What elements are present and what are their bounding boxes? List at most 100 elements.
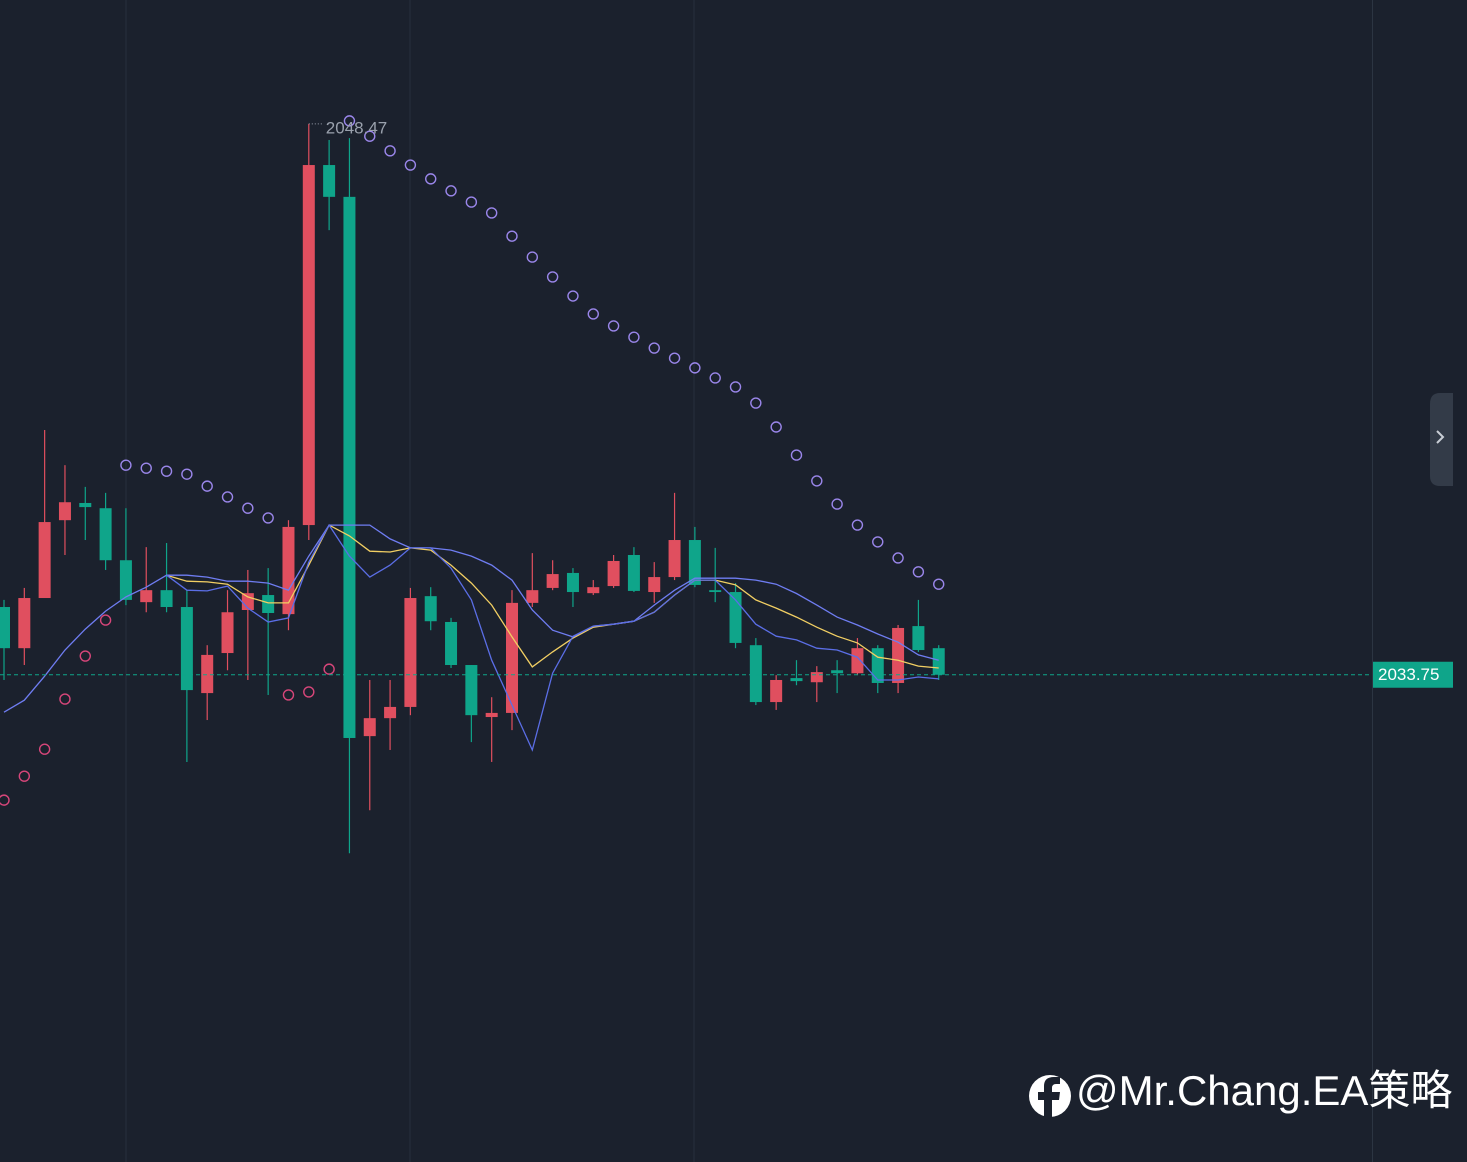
candle-body [871, 648, 884, 683]
sar-dot [99, 614, 112, 626]
candle-body [729, 592, 742, 643]
sar-dot [770, 421, 782, 433]
last-price-label: 2033.75 [1378, 665, 1439, 684]
sar-dot [750, 397, 762, 409]
sar-dot [892, 552, 904, 564]
candle-body [688, 540, 701, 585]
sar-dot [0, 794, 10, 806]
sar-dot [811, 475, 823, 487]
candle-body [262, 595, 275, 613]
overlay-layer: 2048.47 2033.75 [0, 115, 1453, 806]
candle-body [363, 718, 376, 737]
candle-body [485, 712, 498, 718]
chevron-icon[interactable] [1436, 430, 1445, 444]
candle-body [79, 502, 92, 508]
sar-dot [790, 449, 803, 461]
candle-body [221, 612, 234, 654]
candle-body [668, 540, 681, 578]
ma-line [166, 523, 939, 752]
sar-dot [160, 465, 173, 477]
sar-dot [140, 462, 152, 474]
ma-line [166, 524, 939, 669]
sar-dot [689, 362, 701, 374]
sar-dot [323, 663, 335, 675]
candle-body [140, 590, 153, 603]
candle-body [831, 670, 844, 674]
sar-dot [18, 770, 31, 782]
facebook-f [1038, 1077, 1060, 1120]
sar-dot [201, 480, 213, 492]
candle-body [627, 554, 640, 591]
candle-body [465, 665, 478, 716]
candle-body [770, 679, 783, 703]
sar-dot [303, 686, 315, 698]
candle-body [18, 598, 31, 649]
sar-dot [181, 468, 193, 480]
ma-line [3, 524, 939, 713]
candle-body [546, 574, 559, 588]
candle-body [587, 587, 600, 594]
sar-dot [485, 207, 498, 219]
sar-dot [465, 196, 478, 208]
candle-body [607, 560, 620, 587]
max-label: 2048.47 [326, 118, 387, 137]
watermark-text: @Mr.Chang.EA策略 [1076, 1067, 1452, 1114]
sar-dot [242, 502, 254, 514]
sar-dot [79, 650, 91, 662]
sar-dot [262, 512, 274, 524]
sar-dot [364, 130, 376, 142]
candle-body [526, 590, 539, 603]
candle-body [99, 508, 112, 561]
candle-body [892, 627, 905, 683]
candle-body [384, 706, 397, 719]
candle-body [0, 607, 10, 649]
sar-dot [59, 693, 71, 705]
candle-body [749, 645, 762, 703]
candle-body [851, 648, 864, 674]
sar-dot [404, 159, 417, 171]
sar-dot [607, 320, 620, 332]
candle-body [648, 577, 661, 593]
sar-dot [445, 185, 457, 197]
sar-dot [343, 115, 356, 127]
sar-dot [567, 290, 579, 302]
candle-body [810, 672, 823, 683]
sar-dot [425, 173, 437, 185]
candle-body [709, 590, 722, 593]
marks-layer [0, 123, 945, 854]
sar-dot [506, 230, 518, 242]
candle-body [790, 678, 803, 682]
candle-body [445, 621, 458, 666]
candle-body [912, 626, 925, 651]
candle-body [119, 560, 132, 600]
sar-dot [282, 689, 295, 701]
sar-dot [851, 519, 864, 531]
sar-dot [912, 566, 925, 578]
sar-dot [729, 381, 742, 393]
candle-body [506, 602, 518, 713]
candle-body [404, 598, 417, 707]
sar-dot [872, 536, 884, 548]
sar-dot [668, 352, 681, 364]
sar-dot [384, 145, 396, 157]
sar-dot [648, 342, 660, 354]
last-price-tag [1373, 661, 1453, 688]
candle-body [282, 526, 295, 615]
candle-body [302, 165, 315, 526]
sar-dot [628, 331, 640, 343]
candle-body [201, 654, 214, 694]
sar-dot [120, 459, 132, 471]
candle-body [58, 502, 71, 521]
candle-body [932, 648, 945, 675]
scroll-button[interactable] [1430, 393, 1453, 486]
sar-dot [221, 491, 234, 503]
candle-body [38, 522, 51, 599]
watermark: @Mr.Chang.EA策略 [1029, 1067, 1452, 1120]
candle-body [343, 196, 356, 738]
candle-body [160, 590, 173, 608]
sar-dot [38, 743, 51, 755]
candle-body [566, 572, 579, 593]
